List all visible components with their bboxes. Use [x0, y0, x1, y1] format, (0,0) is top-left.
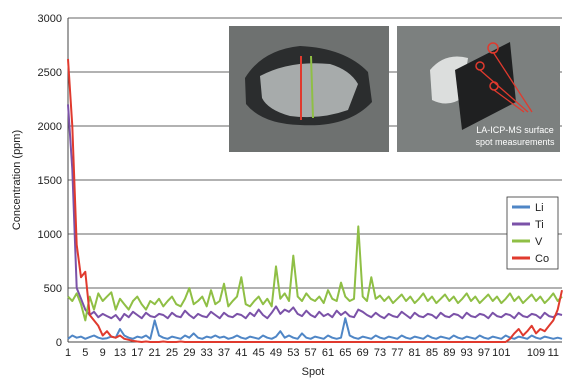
series-line-co [67, 58, 563, 343]
legend-label-v: V [535, 236, 543, 248]
x-tick-label: 53 [287, 347, 299, 359]
x-tick-label: 109 [527, 347, 545, 359]
x-tick-label: 9 [100, 347, 106, 359]
inset-photo-surface-spots: LA-ICP-MS surface spot measurements [397, 26, 560, 152]
x-tick-label: 13 [114, 347, 126, 359]
x-tick-label: 21 [149, 347, 161, 359]
y-axis-title: Concentration (ppm) [11, 130, 23, 230]
x-tick-label: 57 [305, 347, 317, 359]
x-tick-label: 45 [253, 347, 265, 359]
series-line-ti [67, 104, 563, 322]
x-tick-label: 69 [357, 347, 369, 359]
x-tick-label: 25 [166, 347, 178, 359]
y-axis-ticks: 0 500 1000 1500 2000 2500 3000 [38, 13, 62, 349]
x-tick-label: 97 [478, 347, 490, 359]
x-tick-label: 73 [374, 347, 386, 359]
x-tick-label: 77 [391, 347, 403, 359]
x-tick-label: 29 [183, 347, 195, 359]
x-tick-label: 89 [443, 347, 455, 359]
x-tick-label: 37 [218, 347, 230, 359]
x-axis-ticks: 1 5 9 13 17 21 25 29 33 37 41 45 49 53 57 61 65 69 73 77 81 8… [65, 347, 559, 359]
x-tick-label: 1 [65, 347, 71, 359]
x-axis-title: Spot [302, 366, 325, 378]
ablation-line-v [310, 55, 314, 119]
legend-label-ti: Ti [535, 219, 544, 231]
legend: Li Ti V Co [506, 196, 559, 270]
y-tick-label: 500 [44, 283, 62, 295]
x-tick-label: 17 [131, 347, 143, 359]
y-tick-label: 0 [56, 337, 62, 349]
y-tick-label: 2500 [38, 67, 62, 79]
x-tick-label: 41 [235, 347, 247, 359]
legend-label-co: Co [535, 253, 549, 265]
series-line-li [67, 317, 563, 340]
x-tick-label: 81 [409, 347, 421, 359]
x-tick-label: 61 [322, 347, 334, 359]
series-line-v [67, 225, 563, 322]
y-tick-label: 1500 [38, 175, 62, 187]
x-tick-label: 85 [426, 347, 438, 359]
inset-annotation-line-1: LA-ICP-MS surface [476, 125, 554, 135]
inset-annotation-line-2: spot measurements [475, 137, 555, 147]
y-tick-label: 1000 [38, 229, 62, 241]
x-tick-label: 65 [339, 347, 351, 359]
x-tick-label: 33 [201, 347, 213, 359]
legend-label-li: Li [535, 202, 544, 214]
x-tick-label: 101 [492, 347, 510, 359]
x-tick-label: 11 [548, 347, 559, 359]
series-lines [67, 58, 563, 343]
x-tick-label: 5 [82, 347, 88, 359]
inset-photo-crystal-section [229, 26, 389, 152]
x-tick-label: 93 [461, 347, 473, 359]
y-tick-label: 3000 [38, 13, 62, 25]
x-tick-label: 49 [270, 347, 282, 359]
y-tick-label: 2000 [38, 121, 62, 133]
